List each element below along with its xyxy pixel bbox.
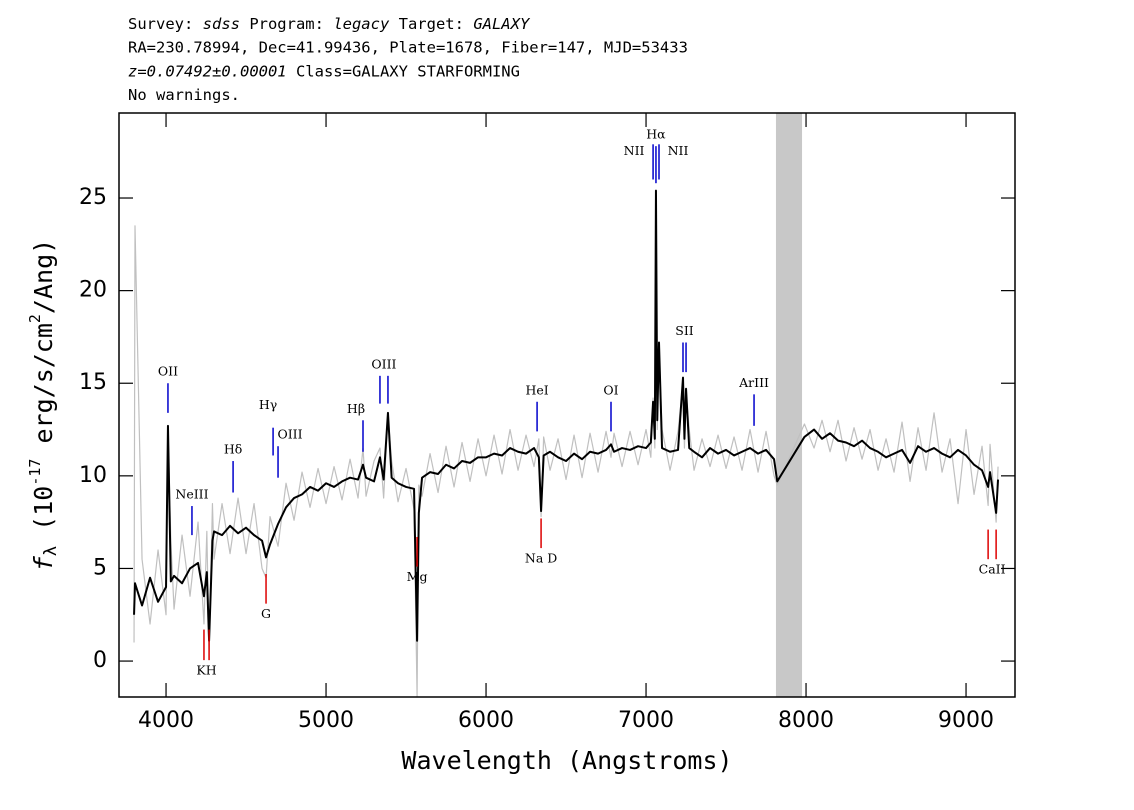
header-segment: Class=GALAXY STARFORMING [287,62,520,80]
line-label: KH [196,663,216,678]
line-label: CaII [979,562,1006,577]
y-tick-label: 20 [79,278,107,303]
header-segment: Survey: [128,15,203,33]
x-tick-label: 9000 [938,708,994,733]
y-axis-title: fλ (10-17 erg/s/cm2/Ang) [26,239,62,571]
y-tick-label: 15 [79,370,107,395]
x-tick-label: 5000 [298,708,354,733]
line-label: G [261,606,271,621]
y-tick-label: 5 [93,555,107,580]
line-label: Hγ [259,397,277,412]
x-tick-label: 7000 [618,708,674,733]
y-title-segment: -17 [26,459,44,486]
line-label: NeIII [175,487,208,502]
header-segment: sdss [203,15,240,33]
x-tick-label: 4000 [138,708,194,733]
plot-area [133,113,1000,697]
line-label: Hβ [347,401,365,416]
header-segment: No warnings. [128,86,240,104]
line-label: OI [603,382,618,397]
y-title-segment: f [29,555,58,571]
y-title-segment: /Ang) [29,239,58,314]
line-label: Hα [646,127,666,142]
y-tick-label: 0 [93,648,107,673]
line-label: NII [668,143,689,158]
header-segment: Program: [240,15,333,33]
line-label: Mg [407,569,428,584]
header-segment: GALAXY [473,15,531,33]
header: Survey: sdss Program: legacy Target: GAL… [128,15,688,104]
line-label: Na D [525,551,557,566]
line-label: HeI [525,382,548,397]
y-title-segment: λ [41,546,61,556]
header-segment: z=0.07492±0.00001 [128,62,287,80]
plot-frame [118,112,1016,698]
x-axis-title: Wavelength (Angstroms) [401,746,732,775]
line-label: OII [158,364,178,379]
spectrum-line [133,189,1000,642]
line-label: ArIII [738,375,769,390]
masked-region [775,113,803,697]
line-label: SII [675,323,694,338]
header-segment: Target: [389,15,473,33]
y-title-segment: erg/s/cm [29,323,58,458]
x-tick-label: 8000 [778,708,834,733]
y-title-segment: (10 [29,486,58,546]
y-title-segment: 2 [26,314,44,323]
line-label: OIII [278,427,303,442]
header-line: RA=230.78994, Dec=41.99436, Plate=1678, … [128,38,688,56]
line-label: Hδ [224,442,242,457]
line-label: NII [624,143,645,158]
header-line: Survey: sdss Program: legacy Target: GAL… [128,15,531,33]
header-line: No warnings. [128,86,240,104]
y-tick-label: 10 [79,463,107,488]
header-line: z=0.07492±0.00001 Class=GALAXY STARFORMI… [128,62,520,80]
y-tick-label: 25 [79,185,107,210]
header-segment: RA=230.78994, Dec=41.99436, Plate=1678, … [128,38,688,56]
x-tick-label: 6000 [458,708,514,733]
header-segment: legacy [333,15,390,33]
line-label: OIII [371,356,396,371]
